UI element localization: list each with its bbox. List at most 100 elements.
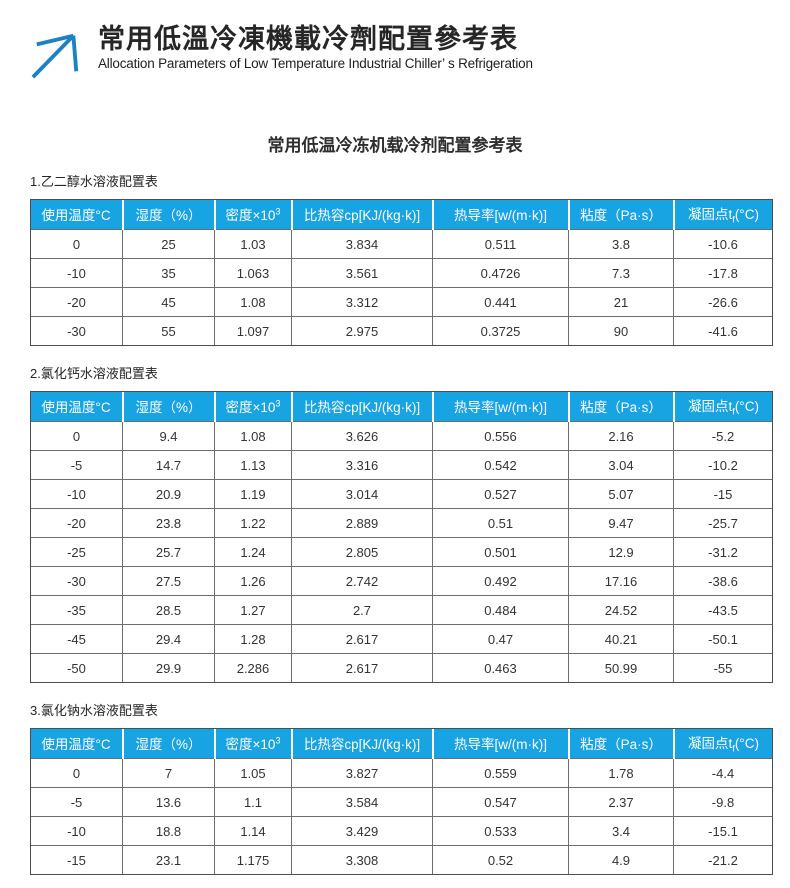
table-row: -10 35 1.063 3.561 0.4726 7.3 -17.8 — [30, 258, 773, 288]
arrow-up-right-icon — [30, 28, 84, 85]
column-header: 凝固点tf(°C) — [672, 199, 773, 230]
table-cell: 3.04 — [568, 450, 674, 480]
table-row: -50 29.9 2.286 2.617 0.463 50.99 -55 — [30, 653, 773, 683]
header-row: 使用温度°C 湿度（%） 密度×103 比热容cp[KJ/(kg·k)] 热导率[w/(… — [30, 199, 773, 230]
table-cell: -43.5 — [673, 595, 773, 625]
table-cell: 0.51 — [432, 508, 569, 538]
table-row: -5 13.6 1.1 3.584 0.547 2.37 -9.8 — [30, 787, 773, 817]
table-cell: 1.1 — [214, 787, 292, 817]
table-cell: 0.441 — [432, 287, 569, 317]
table-cell: -15.1 — [673, 816, 773, 846]
section-sodium-chloride: 3.氯化钠水溶液配置表 使用温度°C 湿度（%） 密度×103 比热容cp[KJ/(k… — [0, 700, 790, 875]
column-header: 热导率[w/(m·k)] — [431, 728, 569, 759]
table-cell: -50 — [30, 653, 123, 683]
column-header: 使用温度°C — [30, 199, 123, 230]
table-cell: 0 — [30, 229, 123, 259]
table-cell: -21.2 — [673, 845, 773, 875]
table-cell: -5 — [30, 787, 123, 817]
glycol-table-head: 使用温度°C 湿度（%） 密度×103 比热容cp[KJ/(kg·k)] 热导率[w/(… — [30, 199, 773, 230]
table-cell: -25.7 — [673, 508, 773, 538]
table-cell: 1.08 — [214, 421, 292, 451]
table-cell: 12.9 — [568, 537, 674, 567]
header-title: 常用低溫冷凍機載冷劑配置參考表 — [98, 24, 518, 54]
table-row: -35 28.5 1.27 2.7 0.484 24.52 -43.5 — [30, 595, 773, 625]
nacl-table-body: 0 7 1.05 3.827 0.559 1.78 -4.4 -5 13.6 1.1 3.584 0.… — [30, 758, 773, 875]
table-row: -30 27.5 1.26 2.742 0.492 17.16 -38.6 — [30, 566, 773, 596]
table-cell: 3.827 — [291, 758, 433, 788]
table-cell: 1.19 — [214, 479, 292, 509]
table-cell: 2.37 — [568, 787, 674, 817]
table-cell: 23.1 — [122, 845, 215, 875]
table-cell: -45 — [30, 624, 123, 654]
table-row: 0 7 1.05 3.827 0.559 1.78 -4.4 — [30, 758, 773, 788]
table-cell: 1.14 — [214, 816, 292, 846]
table-cell: 0.547 — [432, 787, 569, 817]
table-row: -20 23.8 1.22 2.889 0.51 9.47 -25.7 — [30, 508, 773, 538]
table-cell: 1.08 — [214, 287, 292, 317]
table-cell: 0 — [30, 758, 123, 788]
glycol-table-body: 0 25 1.03 3.834 0.511 3.8 -10.6 -10 35 1.063 3.561… — [30, 229, 773, 346]
table-row: -15 23.1 1.175 3.308 0.52 4.9 -21.2 — [30, 845, 773, 875]
table-cell: 27.5 — [122, 566, 215, 596]
table-cell: 2.286 — [214, 653, 292, 683]
table-cell: 0 — [30, 421, 123, 451]
table-cell: 29.9 — [122, 653, 215, 683]
table-cell: -20 — [30, 287, 123, 317]
table-cell: 4.9 — [568, 845, 674, 875]
table-cell: 2.889 — [291, 508, 433, 538]
cacl2-table: 使用温度°C 湿度（%） 密度×103 比热容cp[KJ/(kg·k)] 热导率[w/(… — [30, 391, 773, 683]
table-cell: 2.16 — [568, 421, 674, 451]
table-cell: -30 — [30, 316, 123, 346]
table-cell: 23.8 — [122, 508, 215, 538]
table-cell: 0.484 — [432, 595, 569, 625]
section-label-cacl2: 2.氯化钙水溶液配置表 — [30, 366, 158, 381]
table-cell: 90 — [568, 316, 674, 346]
table-cell: 5.07 — [568, 479, 674, 509]
table-cell: 0.501 — [432, 537, 569, 567]
table-row: 0 9.4 1.08 3.626 0.556 2.16 -5.2 — [30, 421, 773, 451]
table-cell: -25 — [30, 537, 123, 567]
table-cell: -10.2 — [673, 450, 773, 480]
table-cell: 0.556 — [432, 421, 569, 451]
table-cell: 3.014 — [291, 479, 433, 509]
column-header: 比热容cp[KJ/(kg·k)] — [290, 391, 433, 422]
table-cell: 1.063 — [214, 258, 292, 288]
table-row: -20 45 1.08 3.312 0.441 21 -26.6 — [30, 287, 773, 317]
column-header: 密度×103 — [213, 728, 292, 759]
table-cell: 1.27 — [214, 595, 292, 625]
table-cell: -4.4 — [673, 758, 773, 788]
column-header: 热导率[w/(m·k)] — [431, 391, 569, 422]
cacl2-table-body: 0 9.4 1.08 3.626 0.556 2.16 -5.2 -5 14.7 1.13 3.31… — [30, 421, 773, 683]
table-cell: 1.175 — [214, 845, 292, 875]
doc-title: 常用低温冷冻机载冷剂配置参考表 — [267, 136, 523, 155]
table-cell: 0.533 — [432, 816, 569, 846]
table-cell: -10 — [30, 816, 123, 846]
table-cell: 21 — [568, 287, 674, 317]
column-header: 密度×103 — [213, 391, 292, 422]
table-cell: 1.13 — [214, 450, 292, 480]
header-subtitle: Allocation Parameters of Low Temperature… — [98, 56, 533, 72]
table-cell: 35 — [122, 258, 215, 288]
column-header: 粘度（Pa·s） — [567, 391, 674, 422]
table-cell: 3.584 — [291, 787, 433, 817]
section-label-nacl: 3.氯化钠水溶液配置表 — [30, 703, 158, 718]
table-cell: -31.2 — [673, 537, 773, 567]
table-cell: 25.7 — [122, 537, 215, 567]
table-cell: 1.24 — [214, 537, 292, 567]
header-row: 使用温度°C 湿度（%） 密度×103 比热容cp[KJ/(kg·k)] 热导率[w/(… — [30, 728, 773, 759]
table-cell: -5.2 — [673, 421, 773, 451]
table-cell: 0.3725 — [432, 316, 569, 346]
table-cell: 7 — [122, 758, 215, 788]
section-ethylene-glycol: 1.乙二醇水溶液配置表 使用温度°C 湿度（%） 密度×103 比热容cp[KJ/(k… — [0, 171, 790, 346]
table-cell: 3.626 — [291, 421, 433, 451]
table-cell: 24.52 — [568, 595, 674, 625]
cacl2-table-head: 使用温度°C 湿度（%） 密度×103 比热容cp[KJ/(kg·k)] 热导率[w/(… — [30, 391, 773, 422]
table-cell: 40.21 — [568, 624, 674, 654]
table-row: -10 18.8 1.14 3.429 0.533 3.4 -15.1 — [30, 816, 773, 846]
table-cell: 9.47 — [568, 508, 674, 538]
table-cell: 3.308 — [291, 845, 433, 875]
table-row: -25 25.7 1.24 2.805 0.501 12.9 -31.2 — [30, 537, 773, 567]
column-header: 密度×103 — [213, 199, 292, 230]
table-cell: -9.8 — [673, 787, 773, 817]
table-cell: 0.511 — [432, 229, 569, 259]
